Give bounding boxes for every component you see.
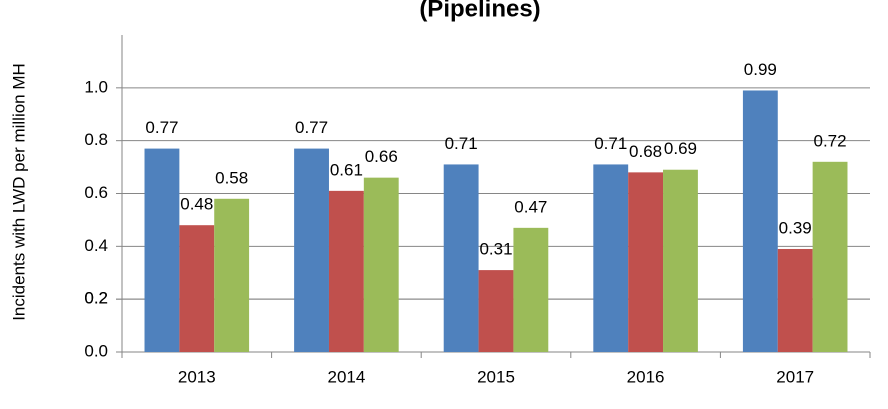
value-label: 0.61 [330,160,363,179]
value-label: 0.31 [479,240,512,259]
bar [478,270,514,352]
y-axis-label: Incidents with LWD per million MH [9,63,28,321]
y-tick-label: 0.6 [84,183,108,202]
bar [363,177,399,352]
y-tick-label: 1.0 [84,77,108,96]
x-tick-label: 2017 [776,367,814,386]
y-tick-label: 0.4 [84,236,108,255]
value-label: 0.58 [215,168,248,187]
value-label: 0.48 [180,195,213,214]
value-label: 0.68 [629,142,662,161]
y-tick-label: 0.8 [84,130,108,149]
value-label: 0.71 [445,134,478,153]
bar [513,227,549,352]
bar [214,198,250,352]
bar [742,90,778,352]
bar [777,248,813,352]
x-tick-label: 2014 [327,367,365,386]
value-label: 0.99 [744,60,777,79]
bar [144,148,180,352]
value-label: 0.72 [814,131,847,150]
bar [593,164,629,352]
value-label: 0.71 [594,134,627,153]
value-label: 0.47 [514,197,547,216]
value-label: 0.66 [365,147,398,166]
value-label: 0.39 [779,218,812,237]
x-tick-label: 2013 [178,367,216,386]
x-tick-label: 2015 [477,367,515,386]
bar [628,172,664,352]
value-label: 0.77 [145,118,178,137]
bar [328,190,364,352]
bar [663,169,698,352]
y-tick-label: 0.0 [84,341,108,360]
value-label: 0.77 [295,118,328,137]
chart-title: (Pipelines) [419,0,540,22]
bar [812,161,848,352]
y-tick-label: 0.2 [84,289,108,308]
x-tick-label: 2016 [627,367,665,386]
value-label: 0.69 [664,139,697,158]
bar [294,148,329,352]
bar [179,225,215,352]
bar [443,164,479,352]
y-tick-label: 0.2 [84,289,108,308]
